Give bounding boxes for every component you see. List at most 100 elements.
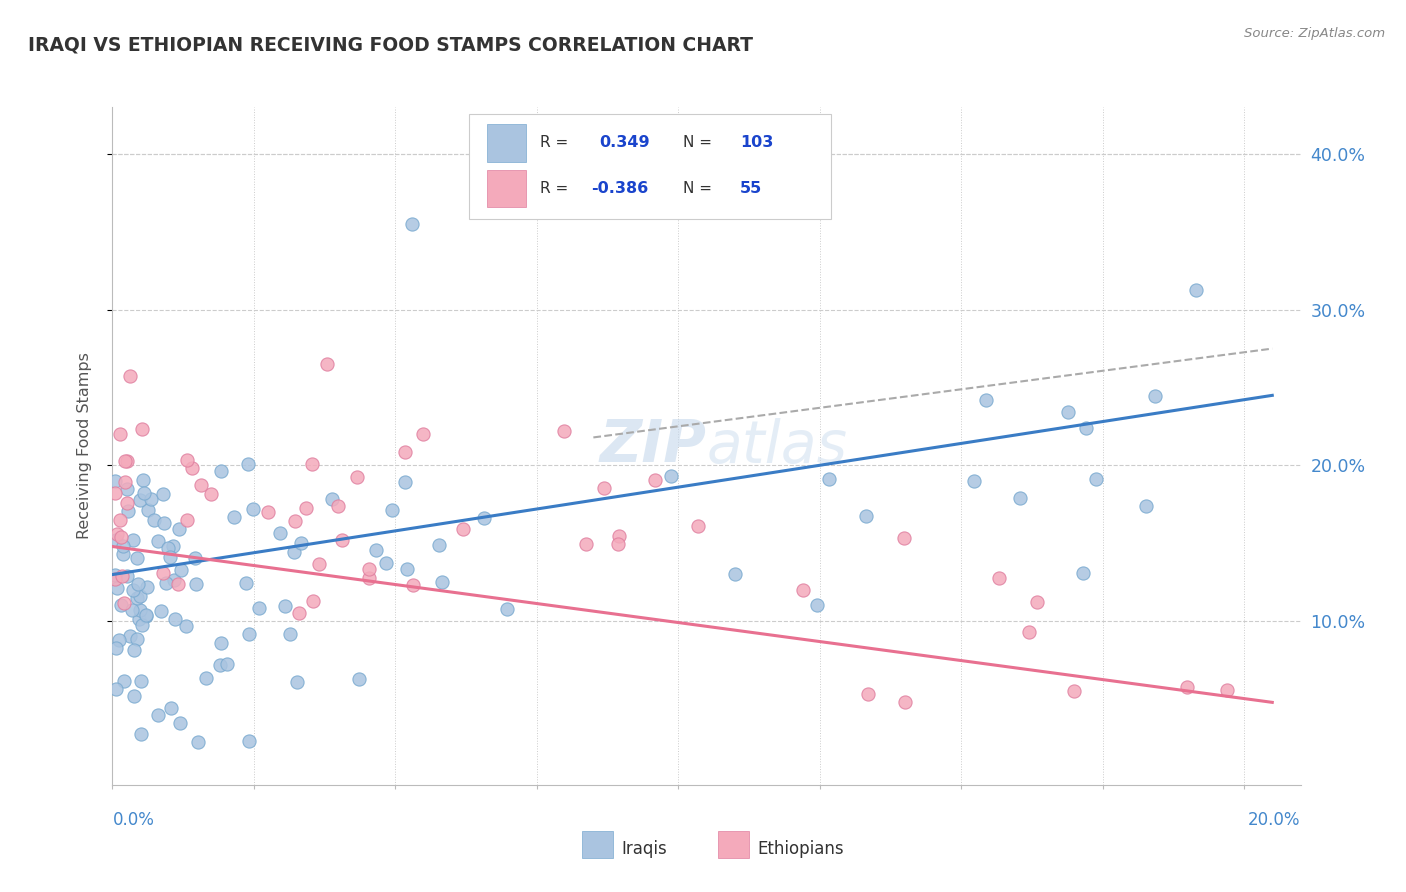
Point [208,658,231,673]
Point [139,491,162,506]
Point [724,567,747,582]
Point [115,568,138,582]
Point [238,457,260,471]
Text: N =: N = [683,136,711,151]
Point [122,642,145,657]
Point [152,487,174,501]
Point [131,618,153,632]
Point [242,502,264,516]
Point [686,519,709,533]
Point [288,606,311,620]
FancyBboxPatch shape [470,114,831,219]
Point [401,217,423,231]
Point [364,543,387,558]
Point [238,733,260,747]
Point [152,566,174,580]
Text: 55: 55 [740,181,762,196]
Point [357,562,380,576]
Point [855,509,877,524]
Text: 0.0%: 0.0% [112,811,155,829]
Point [186,577,208,591]
Point [131,422,153,436]
Text: N =: N = [683,181,711,196]
Point [122,689,145,703]
Point [295,501,318,516]
Point [381,503,404,517]
Point [114,454,136,468]
Point [162,539,184,553]
Point [132,473,155,487]
Point [1184,284,1206,298]
Point [290,536,312,550]
Point [129,726,152,740]
Point [817,472,839,486]
Point [607,529,630,543]
Text: 103: 103 [740,136,773,151]
Point [174,618,197,632]
Point [269,526,291,541]
Point [575,536,598,550]
Point [285,675,308,690]
Point [1143,389,1166,403]
Point [132,485,155,500]
Point [247,600,270,615]
Point [127,632,149,646]
Point [347,672,370,686]
Point [135,609,157,624]
Point [120,369,142,384]
Point [115,496,138,510]
Point [553,424,575,438]
Point [893,695,915,709]
Y-axis label: Receiving Food Stamps: Receiving Food Stamps [77,352,91,540]
Point [1216,683,1239,698]
Point [114,475,136,489]
Point [110,427,132,442]
Text: Iraqis: Iraqis [621,840,666,858]
Text: IRAQI VS ETHIOPIAN RECEIVING FOOD STAMPS CORRELATION CHART: IRAQI VS ETHIOPIAN RECEIVING FOOD STAMPS… [28,36,754,54]
Point [155,576,177,591]
FancyBboxPatch shape [486,124,526,161]
Point [190,478,212,492]
Point [112,674,135,689]
Point [128,611,150,625]
Point [170,563,193,577]
Point [215,657,238,671]
Point [127,577,149,591]
Text: 0.349: 0.349 [599,136,650,151]
Point [359,571,381,585]
Point [118,629,141,643]
Point [1074,421,1097,435]
Point [200,487,222,501]
Point [165,612,187,626]
Point [321,491,343,506]
Point [108,633,131,648]
Point [893,531,915,545]
Point [963,475,986,489]
Point [792,582,814,597]
Point [283,545,305,559]
Point [209,465,232,479]
Point [129,603,152,617]
Point [659,469,682,483]
Point [146,707,169,722]
Point [104,572,127,586]
Point [326,500,349,514]
Point [125,551,148,566]
Point [1018,624,1040,639]
Point [346,469,368,483]
Point [394,445,416,459]
Point [316,357,339,371]
Point [394,475,416,490]
Point [112,547,135,561]
Point [238,626,260,640]
Point [184,551,207,566]
Point [149,604,172,618]
Point [117,504,139,518]
FancyBboxPatch shape [486,169,526,207]
Point [176,453,198,467]
Point [278,627,301,641]
Text: ZIP: ZIP [599,417,707,475]
Point [1057,405,1080,419]
Point [274,599,297,613]
FancyBboxPatch shape [582,831,613,858]
